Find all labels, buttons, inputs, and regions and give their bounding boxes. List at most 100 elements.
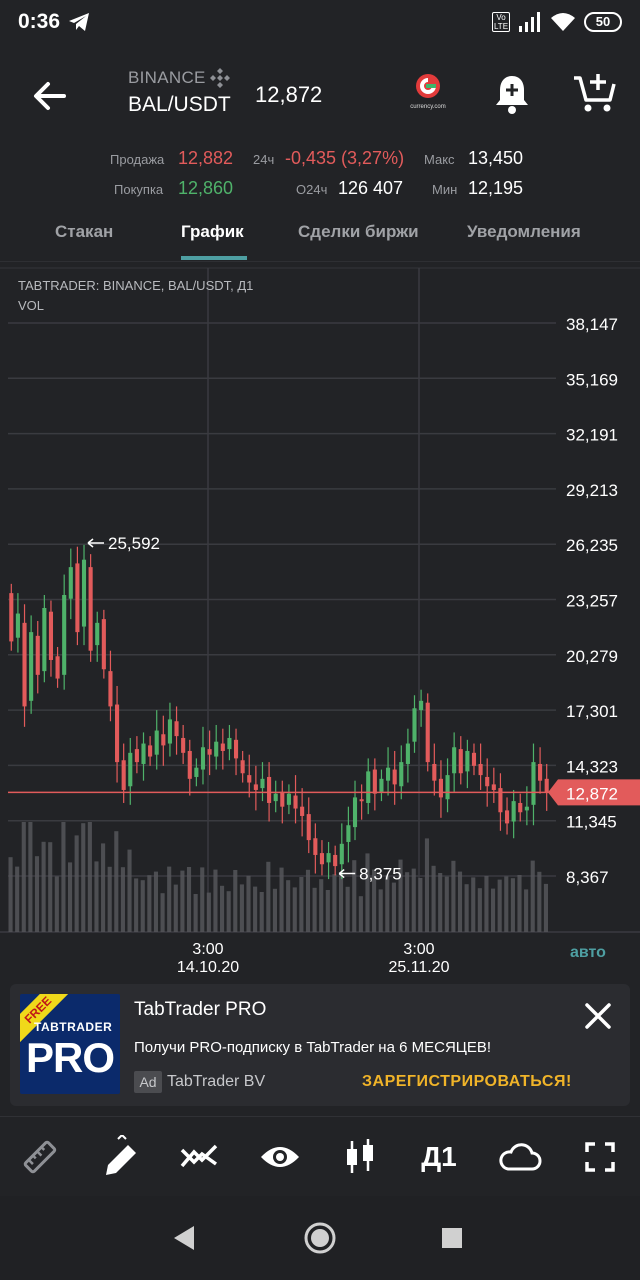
- y-tick-label: 29,213: [566, 481, 618, 500]
- candle-body: [161, 734, 166, 746]
- ad-title: TabTrader PRO: [134, 999, 267, 1020]
- candle-body: [538, 763, 543, 781]
- candlestick-chart[interactable]: 38,147 35,169 32,191 29,213 26,235 23,257 20,2…: [0, 264, 640, 976]
- candle-body: [518, 802, 523, 813]
- volume-bar: [87, 822, 92, 932]
- candle-body: [101, 619, 106, 670]
- tab-notifications[interactable]: Уведомления: [467, 222, 581, 241]
- volume-bar: [259, 892, 264, 932]
- volume-bar: [405, 872, 410, 932]
- volume-bar: [358, 896, 363, 932]
- price-chart[interactable]: 38,147 35,169 32,191 29,213 26,235 23,257 20,2…: [0, 264, 640, 976]
- active-tab-indicator: [181, 256, 247, 260]
- volume-bar: [338, 874, 344, 932]
- candle-body: [392, 769, 397, 785]
- status-bar: 0:36 Vo LTE 50: [0, 0, 640, 44]
- crossing-lines-icon: [180, 1144, 218, 1168]
- candle-body: [121, 760, 126, 790]
- volume-bar: [239, 884, 244, 932]
- volume-bar: [319, 879, 324, 932]
- indicators-tool[interactable]: [178, 1135, 222, 1179]
- tab-chart[interactable]: График: [181, 222, 244, 241]
- ad-banner[interactable]: FREE TABTRADER PRO TabTrader PRO Получи …: [10, 984, 630, 1106]
- fullscreen-icon: [585, 1142, 615, 1172]
- candle-body: [42, 607, 47, 672]
- nav-home-icon[interactable]: [300, 1218, 340, 1258]
- volume-bar: [484, 876, 489, 932]
- candle-body: [372, 769, 377, 794]
- candle-body: [412, 708, 417, 742]
- currency-com-logo[interactable]: currency.com: [404, 72, 452, 116]
- chart-toolbar: Д1: [0, 1116, 640, 1194]
- nav-back-icon[interactable]: [164, 1218, 204, 1258]
- tab-order-book[interactable]: Стакан: [55, 222, 114, 241]
- visibility-tool[interactable]: [258, 1135, 302, 1179]
- x-tick-time: 3:00: [403, 941, 434, 958]
- add-to-cart-icon[interactable]: [572, 70, 618, 116]
- chart-type-tool[interactable]: [338, 1135, 382, 1179]
- ad-advertiser: TabTrader BV: [167, 1073, 266, 1090]
- candle-body: [29, 632, 34, 701]
- ruler-tool[interactable]: [18, 1135, 62, 1179]
- candle-body: [154, 730, 159, 755]
- candle-body: [386, 767, 391, 781]
- volume-bar: [153, 871, 159, 932]
- candle-body: [379, 778, 384, 792]
- draw-tool[interactable]: [98, 1135, 142, 1179]
- candle-body: [531, 762, 536, 805]
- nav-recents-icon[interactable]: [432, 1218, 472, 1258]
- fullscreen-tool[interactable]: [578, 1135, 622, 1179]
- volume-bar: [61, 822, 66, 932]
- system-nav-bar: [0, 1196, 640, 1280]
- volume-bar: [94, 861, 99, 932]
- ad-badge: Ad: [134, 1071, 162, 1093]
- volume-bar: [391, 882, 396, 932]
- candle-body: [194, 767, 199, 777]
- volume-bar: [471, 877, 476, 932]
- candle-body: [339, 843, 344, 865]
- volume-bar: [418, 878, 423, 932]
- candle-body: [471, 752, 477, 766]
- candle-body: [498, 788, 503, 813]
- candle-body: [511, 801, 516, 822]
- tabtrader-pro-logo[interactable]: FREE TABTRADER PRO: [20, 994, 120, 1094]
- logo-pro-text: PRO: [26, 1034, 115, 1081]
- candle-body: [504, 810, 510, 824]
- close-icon[interactable]: [582, 1000, 614, 1032]
- candle-body: [478, 763, 483, 776]
- y-tick-label: 35,169: [566, 370, 618, 389]
- volume-bar: [193, 894, 198, 932]
- candle-body: [286, 793, 291, 805]
- volume-bar: [233, 870, 238, 932]
- candle-body: [452, 747, 457, 774]
- y-tick-label: 17,301: [566, 702, 618, 721]
- candle-body: [419, 700, 424, 711]
- volume-bar: [186, 867, 192, 932]
- candle-body: [207, 749, 212, 755]
- cloud-tool[interactable]: [498, 1135, 542, 1179]
- candle-body: [485, 776, 490, 787]
- candle-body: [128, 752, 133, 787]
- timeframe-tool[interactable]: Д1: [414, 1135, 464, 1179]
- chart-indicator-label: VOL: [18, 298, 45, 313]
- auto-scale-button[interactable]: авто: [570, 944, 606, 961]
- y-tick-label: 20,279: [566, 647, 618, 666]
- candle-body: [300, 806, 305, 816]
- volume-bar: [81, 823, 86, 932]
- x-tick-time: 3:00: [192, 941, 223, 958]
- y-tick-label: 26,235: [566, 536, 618, 555]
- volume-bar: [160, 893, 165, 932]
- candle-body: [167, 719, 172, 744]
- back-arrow-icon[interactable]: [26, 72, 74, 120]
- ad-register-button[interactable]: ЗАРЕГИСТРИРОВАТЬСЯ!: [362, 1073, 572, 1090]
- add-alert-bell-icon[interactable]: [490, 72, 534, 116]
- tab-exchange-trades[interactable]: Сделки биржи: [298, 222, 419, 241]
- trading-pair[interactable]: BAL/USDT: [128, 93, 231, 116]
- candle-body: [273, 793, 278, 802]
- min-price-annotation-arrow-head: [338, 868, 345, 879]
- volume-bar: [325, 890, 330, 932]
- candle-body: [260, 778, 265, 789]
- volume-bar: [134, 878, 139, 932]
- candle-body: [15, 613, 20, 638]
- ad-text: Получи PRO-подписку в TabTrader на 6 МЕС…: [134, 1039, 492, 1056]
